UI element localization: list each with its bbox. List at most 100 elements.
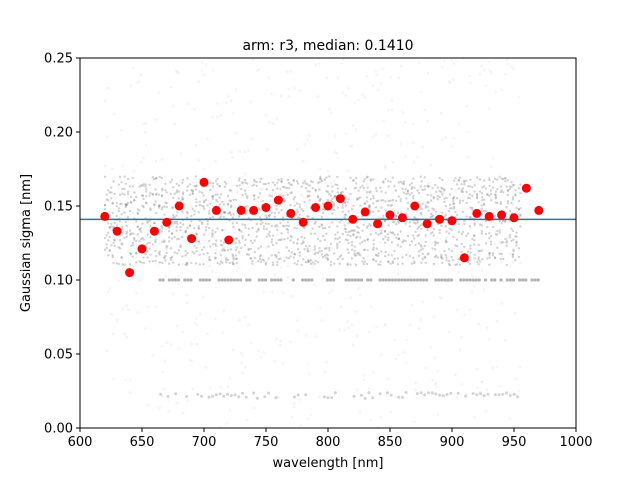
raw-point	[268, 194, 271, 197]
raw-point	[153, 221, 156, 225]
raw-point	[349, 230, 352, 233]
raw-point	[425, 278, 429, 282]
raw-point	[469, 178, 472, 182]
raw-point	[259, 194, 263, 198]
raw-point	[111, 211, 114, 215]
raw-point	[158, 228, 161, 231]
raw-point	[131, 211, 135, 215]
raw-point	[431, 199, 435, 203]
raw-point	[383, 255, 387, 258]
raw-point	[344, 187, 348, 190]
raw-point	[202, 295, 205, 299]
raw-point	[241, 371, 245, 375]
raw-point	[375, 189, 378, 193]
raw-point	[166, 394, 170, 398]
median-point	[112, 226, 122, 236]
raw-point	[164, 259, 167, 262]
raw-point	[379, 232, 382, 236]
raw-point	[412, 278, 416, 282]
raw-point	[188, 204, 192, 208]
raw-point	[475, 393, 479, 397]
raw-point	[441, 193, 444, 196]
raw-point	[368, 205, 371, 209]
raw-point	[374, 132, 378, 136]
raw-point	[419, 211, 422, 215]
raw-point	[108, 191, 111, 194]
raw-point	[383, 220, 387, 223]
raw-point	[292, 405, 296, 409]
raw-point	[258, 180, 262, 183]
raw-point	[267, 182, 270, 185]
raw-point	[220, 278, 224, 282]
raw-point	[355, 334, 359, 338]
raw-point	[200, 69, 204, 73]
raw-point	[380, 199, 383, 202]
raw-point	[208, 278, 212, 282]
raw-point	[276, 228, 279, 232]
raw-point	[357, 253, 360, 256]
raw-point	[235, 278, 240, 282]
raw-point	[307, 260, 310, 263]
raw-point	[431, 379, 435, 382]
raw-point	[287, 181, 291, 185]
raw-point	[138, 79, 142, 83]
raw-point	[111, 255, 114, 259]
raw-point	[466, 130, 470, 134]
raw-point	[329, 110, 333, 114]
raw-point	[203, 245, 206, 249]
raw-point	[517, 247, 521, 250]
raw-point	[366, 254, 370, 258]
raw-point	[238, 184, 241, 187]
raw-point	[239, 351, 243, 355]
raw-point	[521, 278, 525, 282]
raw-point	[350, 278, 354, 282]
raw-point	[323, 370, 327, 374]
raw-point	[208, 258, 211, 261]
raw-point	[253, 251, 256, 254]
raw-point	[450, 144, 454, 148]
raw-point	[235, 237, 239, 240]
raw-point	[176, 238, 179, 241]
raw-point	[318, 199, 321, 202]
raw-point	[275, 223, 278, 227]
raw-point	[112, 179, 116, 183]
raw-point	[463, 219, 466, 223]
raw-point	[190, 188, 193, 192]
raw-point	[221, 244, 224, 247]
raw-point	[331, 197, 334, 200]
raw-point	[155, 193, 158, 196]
raw-point	[356, 252, 359, 255]
raw-point	[360, 393, 363, 397]
raw-point	[309, 262, 313, 265]
raw-point	[234, 198, 238, 202]
raw-point	[458, 176, 462, 179]
raw-point	[501, 280, 505, 284]
raw-point	[518, 365, 522, 369]
raw-point	[441, 394, 445, 398]
raw-point	[417, 250, 421, 253]
raw-point	[241, 193, 244, 197]
raw-point	[169, 258, 172, 261]
raw-point	[151, 243, 154, 246]
raw-point	[357, 286, 361, 290]
raw-point	[488, 232, 491, 235]
raw-point	[458, 199, 462, 202]
raw-point	[247, 323, 251, 327]
raw-point	[410, 186, 413, 189]
raw-point	[195, 232, 198, 235]
raw-point	[195, 323, 199, 327]
raw-point	[262, 290, 266, 293]
raw-point	[419, 248, 422, 252]
raw-point	[426, 184, 429, 187]
raw-point	[200, 204, 204, 207]
raw-point	[381, 119, 385, 123]
raw-point	[221, 261, 224, 265]
raw-point	[352, 233, 355, 237]
raw-point	[396, 244, 400, 247]
raw-point	[195, 184, 198, 187]
raw-point	[433, 383, 437, 386]
raw-point	[146, 403, 150, 407]
raw-point	[369, 178, 372, 181]
raw-point	[214, 190, 218, 194]
raw-point	[233, 393, 237, 397]
